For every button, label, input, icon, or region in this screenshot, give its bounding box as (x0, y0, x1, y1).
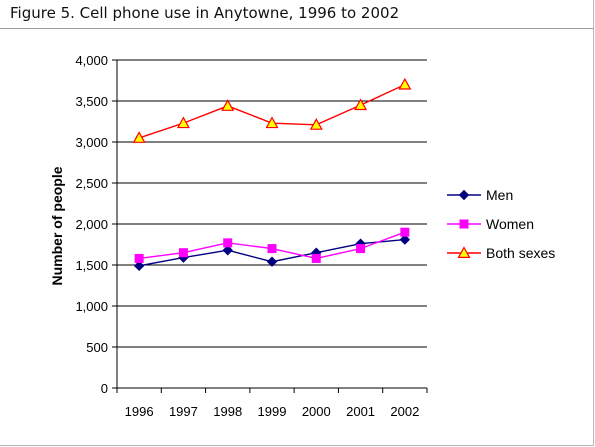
chart-title: Figure 5. Cell phone use in Anytowne, 19… (10, 4, 400, 22)
x-tick-label: 2002 (390, 404, 419, 419)
y-tick-label: 500 (86, 340, 108, 355)
data-point (132, 131, 146, 143)
x-tick-labels: 1996 1997 1998 1999 2000 2001 2002 (125, 404, 420, 419)
legend-label: Men (486, 187, 513, 203)
x-tick-label: 1996 (125, 404, 154, 419)
legend-marker (457, 246, 471, 258)
series-women (134, 227, 410, 263)
x-tick-label: 2000 (302, 404, 331, 419)
data-point (311, 253, 321, 263)
x-tick-label: 1998 (213, 404, 242, 419)
legend-marker (458, 189, 470, 201)
y-tick-labels: 0 500 1,000 1,500 2,000 2,500 3,000 3,500 4,000 (75, 53, 108, 396)
data-point (133, 260, 145, 272)
y-tick-label: 3,000 (75, 135, 108, 150)
x-tick-label: 1997 (169, 404, 198, 419)
legend-item: Women (447, 216, 534, 232)
y-tick-label: 4,000 (75, 53, 108, 68)
legend-label: Women (486, 216, 534, 232)
data-point (400, 227, 410, 237)
axes (112, 59, 428, 393)
data-point (178, 248, 188, 258)
y-tick-label: 2,000 (75, 217, 108, 232)
x-tick-label: 1999 (258, 404, 287, 419)
series-lines (132, 77, 412, 272)
legend: Men Women Both sexes (447, 187, 555, 261)
data-point (134, 253, 144, 263)
data-point (309, 118, 323, 130)
data-point (354, 98, 368, 111)
x-tick-label: 2001 (346, 404, 375, 419)
data-point (265, 116, 279, 129)
data-point (221, 99, 235, 111)
data-point (222, 245, 233, 256)
data-point (399, 234, 411, 245)
legend-item: Both sexes (447, 245, 555, 261)
y-tick-label: 1,000 (75, 299, 108, 314)
data-point (398, 77, 412, 90)
y-tick-label: 2,500 (75, 176, 108, 191)
series-line (138, 83, 406, 139)
data-point (266, 256, 278, 267)
gridlines (117, 59, 427, 348)
y-axis-label: Number of people (49, 166, 65, 285)
title-divider (0, 28, 594, 29)
data-point (176, 116, 190, 129)
legend-marker (459, 219, 469, 229)
legend-item: Men (447, 187, 513, 203)
data-point (356, 244, 366, 254)
series-both-sexes (132, 77, 412, 143)
data-point (267, 244, 277, 254)
y-tick-label: 1,500 (75, 258, 108, 273)
legend-label: Both sexes (486, 245, 555, 261)
y-tick-label: 3,500 (75, 94, 108, 109)
y-tick-label: 0 (101, 381, 108, 396)
data-point (223, 238, 233, 248)
